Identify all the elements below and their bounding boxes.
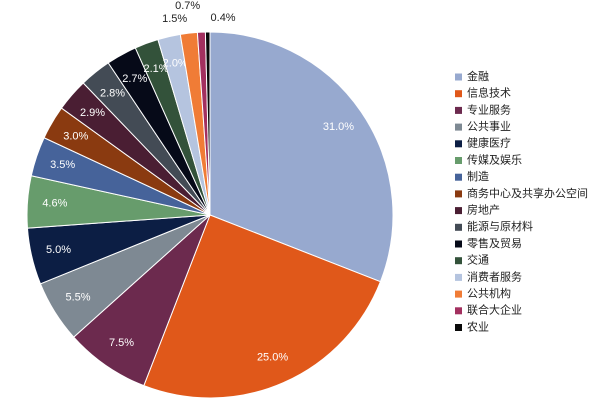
data-label: 3.0% [63,130,88,142]
legend-label: 交通 [467,253,489,267]
legend-swatch [455,273,462,281]
legend-swatch [455,324,462,331]
legend-swatch [455,90,462,98]
data-label: 1.5% [162,13,187,25]
legend-label: 金融 [467,69,489,83]
data-label: 25.0% [257,351,288,363]
data-label: 2.8% [100,88,125,100]
data-label: 2.7% [122,73,147,85]
legend-label: 能源与原材料 [467,219,533,233]
legend-swatch [455,207,462,215]
data-label: 4.6% [42,198,67,210]
legend-label: 健康医疗 [467,136,511,150]
legend-swatch [455,173,462,181]
legend-label: 公共机构 [467,286,511,300]
data-label: 0.7% [175,0,200,12]
legend-swatch [455,223,462,231]
data-label: 5.5% [66,291,91,303]
legend-swatch [455,123,462,131]
legend-label: 信息技术 [467,86,511,100]
pie-slice [143,214,382,399]
legend-label: 专业服务 [467,102,511,116]
legend-swatch [455,157,462,164]
legend-label: 公共事业 [467,120,511,133]
legend-swatch [455,307,462,315]
pie-slice [204,31,211,216]
pie-slice [209,31,394,283]
data-label: 2.1% [143,63,168,75]
data-label: 7.5% [109,337,134,349]
legend-swatch [455,73,462,81]
legend-label: 农业 [467,319,489,333]
legend-swatch [455,240,462,248]
legend-label: 联合大企业 [467,303,522,317]
legend-swatch [455,140,462,148]
legend-swatch [455,190,462,198]
data-label: 31.0% [323,121,354,133]
legend-label: 商务中心及共享办公空间 [467,186,588,200]
legend-label: 零售及贸易 [467,236,522,250]
data-label: 0.4% [211,12,236,24]
legend-swatch [455,106,462,114]
data-label: 2.9% [80,107,105,119]
legend-swatch [455,290,462,298]
legend-label: 制造 [467,169,489,183]
legend-swatch [455,257,462,265]
legend-label: 消费者服务 [467,269,522,283]
data-label: 2.0% [163,57,188,69]
legend-label: 房地产 [467,203,500,217]
data-label: 3.5% [50,159,75,171]
data-label: 5.0% [46,244,71,256]
legend-label: 传媒及娱乐 [467,152,522,166]
